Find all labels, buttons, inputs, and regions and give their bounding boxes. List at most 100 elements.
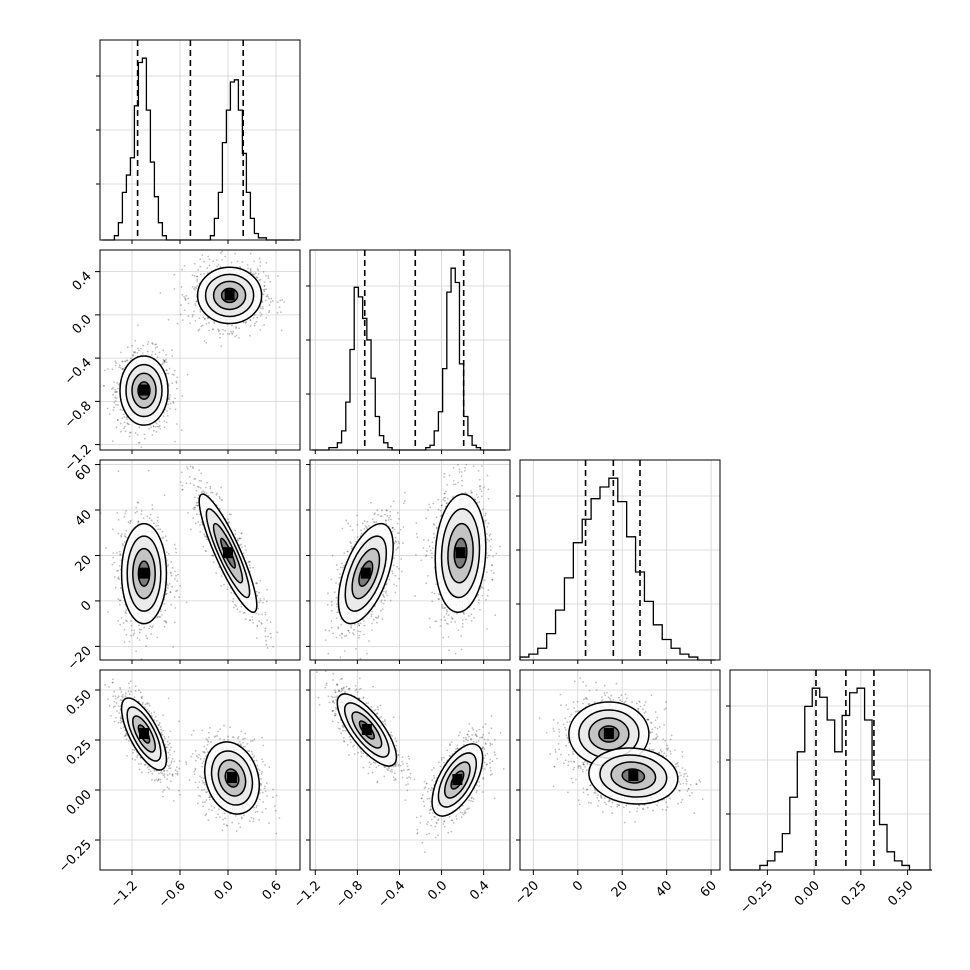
sample-point: [113, 401, 116, 404]
sample-point: [380, 515, 383, 517]
sample-point: [185, 294, 188, 297]
sample-point: [470, 490, 472, 492]
sample-point: [353, 633, 355, 636]
sample-point: [163, 602, 166, 605]
sample-point: [463, 613, 465, 615]
sample-point: [167, 584, 170, 587]
sample-point: [171, 566, 174, 569]
sample-point: [197, 329, 200, 332]
sample-point: [396, 565, 399, 568]
panel-border: [519, 459, 721, 661]
sample-point: [163, 494, 166, 497]
sample-point: [167, 586, 169, 589]
sample-point: [439, 509, 442, 512]
sample-point: [427, 574, 429, 577]
sample-point: [393, 542, 396, 545]
sample-point: [156, 616, 159, 619]
sample-point: [335, 617, 338, 620]
sample-point: [457, 629, 460, 632]
sample-point: [174, 570, 176, 573]
sample-point: [175, 380, 178, 383]
sample-point: [172, 402, 175, 404]
sample-point: [165, 551, 168, 554]
sample-point: [129, 457, 131, 459]
sample-point: [268, 311, 270, 314]
sample-point: [402, 526, 405, 528]
sample-point: [116, 512, 119, 514]
sample-point: [155, 422, 158, 425]
sample-point: [347, 629, 350, 632]
sample-point: [172, 400, 175, 403]
sample-point: [123, 427, 125, 430]
sample-point: [239, 610, 241, 613]
sample-point: [366, 520, 369, 523]
sample-point: [272, 645, 274, 648]
sample-point: [211, 554, 213, 557]
sample-point: [196, 504, 199, 507]
sample-point: [119, 623, 122, 626]
sample-point: [359, 657, 362, 660]
sample-point: [266, 294, 269, 296]
sample-point: [220, 345, 223, 348]
sample-point: [116, 404, 119, 406]
sample-point: [211, 491, 214, 494]
sample-point: [103, 369, 106, 372]
sample-point: [374, 512, 376, 515]
sample-point: [139, 347, 142, 350]
density-layer: [102, 250, 286, 459]
sample-point: [424, 555, 427, 558]
sample-point: [117, 598, 120, 601]
sample-point: [154, 353, 157, 356]
sample-point: [190, 528, 192, 531]
sample-point: [246, 264, 249, 266]
sample-point: [136, 352, 139, 354]
sample-point: [222, 328, 225, 331]
sample-point: [249, 560, 251, 563]
sample-point: [396, 532, 399, 534]
sample-point: [375, 617, 378, 620]
sample-point: [124, 533, 127, 535]
sample-point: [477, 496, 479, 499]
sample-point: [380, 609, 382, 612]
sample-point: [243, 611, 246, 614]
sample-point: [328, 629, 331, 632]
sample-point: [279, 299, 282, 302]
sample-point: [420, 559, 423, 562]
sample-point: [335, 603, 338, 606]
histogram-panel-1: [309, 249, 511, 451]
sample-point: [489, 533, 492, 536]
sample-point: [429, 506, 432, 509]
sample-point: [137, 520, 140, 523]
sample-point: [196, 501, 199, 504]
sample-point: [128, 431, 131, 434]
sample-point: [447, 623, 449, 625]
sample-point: [363, 520, 366, 522]
sample-point: [403, 500, 406, 502]
sample-point: [234, 533, 237, 536]
sample-point: [257, 269, 260, 272]
sample-point: [231, 332, 233, 334]
sample-point: [237, 538, 239, 540]
sample-point: [129, 520, 132, 523]
sample-point: [221, 499, 224, 502]
histogram-panel-3: [729, 669, 932, 871]
sample-point: [135, 650, 138, 653]
sample-point: [189, 482, 192, 485]
sample-point: [240, 532, 243, 535]
sample-point: [134, 432, 137, 434]
sample-point: [184, 298, 187, 301]
sample-point: [174, 440, 176, 443]
sample-point: [171, 382, 174, 385]
sample-point: [202, 316, 205, 319]
sample-point: [330, 620, 333, 622]
sample-point: [129, 431, 132, 434]
density-peak-block: [224, 289, 235, 301]
sample-point: [204, 549, 207, 552]
sample-point: [394, 536, 397, 539]
sample-point: [368, 640, 370, 642]
sample-point: [339, 634, 341, 637]
sample-point: [484, 512, 487, 515]
sample-point: [470, 620, 473, 622]
sample-point: [199, 265, 202, 268]
sample-point: [156, 615, 159, 618]
